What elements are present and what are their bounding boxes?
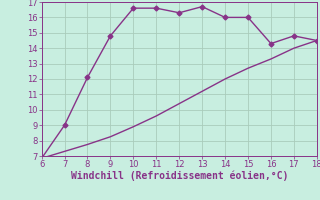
X-axis label: Windchill (Refroidissement éolien,°C): Windchill (Refroidissement éolien,°C) bbox=[70, 171, 288, 181]
